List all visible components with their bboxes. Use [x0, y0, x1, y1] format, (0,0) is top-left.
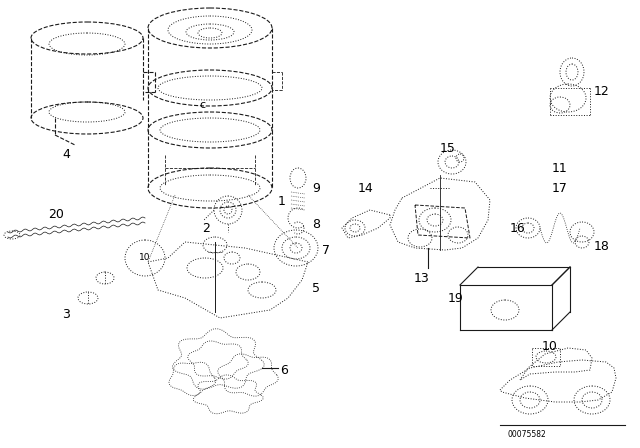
Text: 1: 1: [278, 195, 286, 208]
Text: 11: 11: [552, 162, 568, 175]
Text: c: c: [199, 100, 205, 110]
Text: 3: 3: [62, 308, 70, 321]
Text: 16: 16: [510, 222, 525, 235]
Text: 20: 20: [48, 208, 64, 221]
Text: 19: 19: [448, 292, 464, 305]
Text: 9: 9: [312, 182, 320, 195]
Text: 00075582: 00075582: [508, 430, 547, 439]
Text: 10: 10: [140, 254, 151, 263]
Text: 4: 4: [62, 148, 70, 161]
Text: 10: 10: [542, 340, 558, 353]
Text: 15: 15: [440, 142, 456, 155]
Text: 17: 17: [552, 182, 568, 195]
Text: 6: 6: [280, 364, 288, 377]
Text: 5: 5: [312, 282, 320, 295]
Text: 8: 8: [312, 218, 320, 231]
Text: 7: 7: [322, 244, 330, 257]
Text: 14: 14: [358, 182, 374, 195]
Text: 13: 13: [414, 272, 429, 285]
Text: 18: 18: [594, 240, 610, 253]
Bar: [532, 348, 560, 366]
Text: 2: 2: [202, 222, 210, 235]
Text: 12: 12: [594, 85, 610, 98]
